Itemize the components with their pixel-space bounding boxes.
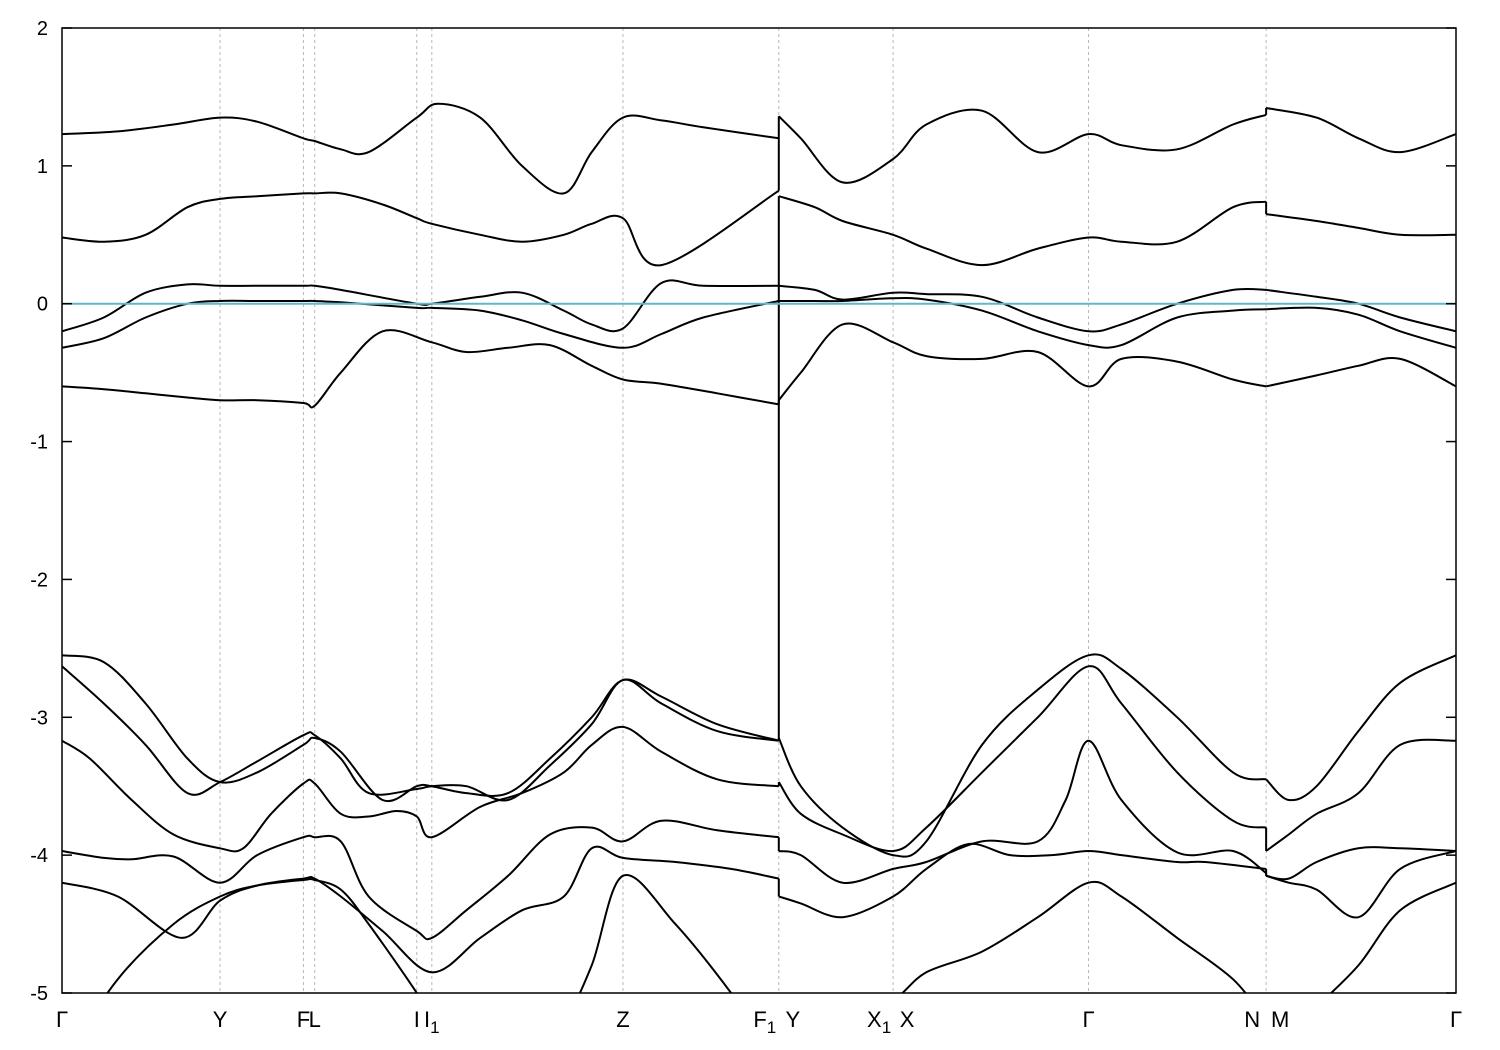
band-line — [1265, 654, 1456, 802]
band-line — [777, 653, 1267, 858]
band-line — [1265, 213, 1456, 237]
k-point-label: X1 — [867, 1007, 891, 1037]
k-point-label: F — [297, 1007, 310, 1032]
y-tick-label: -5 — [30, 983, 48, 1005]
band-line — [1265, 850, 1456, 919]
k-point-label: Y — [213, 1007, 228, 1032]
band-line — [62, 819, 779, 941]
k-point-label: X — [900, 1007, 915, 1032]
band-line — [62, 654, 780, 803]
band-line — [777, 665, 1267, 853]
band-line — [1265, 288, 1456, 333]
band-line — [1265, 357, 1456, 388]
k-point-label: M — [1271, 1007, 1289, 1032]
band-line — [1329, 881, 1456, 993]
band-lines — [62, 102, 1456, 993]
k-path-lines — [219, 28, 1267, 993]
y-tick-label: 0 — [37, 294, 48, 316]
band-line — [1265, 846, 1456, 881]
k-point-label: I — [414, 1007, 420, 1032]
band-line — [62, 279, 779, 333]
k-point-label: Γ — [1450, 1007, 1462, 1032]
k-point-label: I1 — [424, 1007, 440, 1037]
k-point-label: Γ — [56, 1007, 68, 1032]
plot-frame — [61, 27, 1457, 994]
k-point-label: N — [1244, 1007, 1260, 1032]
band-line — [778, 108, 1267, 184]
band-line — [778, 842, 1267, 919]
band-line — [62, 189, 780, 267]
y-tick-label: 1 — [37, 156, 48, 178]
band-line — [778, 322, 1267, 401]
band-line — [62, 299, 780, 349]
band-line — [62, 665, 779, 802]
y-tick-label: 2 — [37, 18, 48, 40]
y-tick-label: -2 — [30, 569, 48, 591]
band-line — [778, 195, 1267, 267]
k-point-label: Z — [616, 1007, 629, 1032]
band-line — [778, 284, 1267, 333]
band-line — [778, 739, 1267, 884]
band-line — [62, 725, 779, 853]
band-line — [106, 873, 733, 993]
y-tick-label: -1 — [30, 432, 48, 454]
band-line — [778, 297, 1267, 349]
band-line — [1265, 107, 1456, 154]
band-line — [1265, 738, 1456, 852]
k-point-label: Y — [785, 1007, 800, 1032]
k-point-labels: Γ Y FL I I1 Z F1 Y X1 X Γ N M Γ — [56, 1007, 1462, 1037]
y-tick-label: -4 — [30, 845, 48, 867]
band-line — [62, 329, 779, 409]
band-line — [1266, 306, 1456, 349]
band-line — [62, 845, 779, 974]
band-line — [900, 880, 1247, 993]
band-line — [62, 102, 779, 195]
k-point-label: Γ — [1082, 1007, 1094, 1032]
y-tick-label: -3 — [30, 707, 48, 729]
y-axis-ticks: 2 1 0 -1 -2 -3 -4 -5 — [30, 18, 1456, 1005]
k-point-label: F1 — [753, 1007, 776, 1037]
k-point-label: L — [309, 1007, 321, 1032]
